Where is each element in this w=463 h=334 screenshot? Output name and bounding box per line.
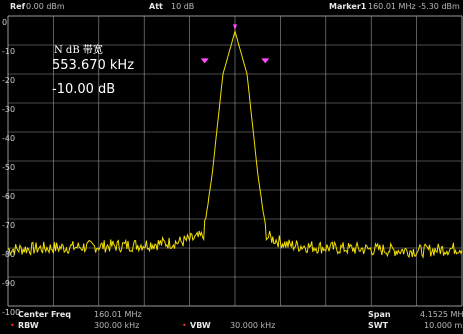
header-bar: Ref 0.00 dBm Att 10 dB Marker1 160.01 MH…	[0, 0, 463, 16]
span-label: Span	[368, 310, 391, 319]
marker-ndb-edge	[200, 58, 209, 64]
bandwidth-value: 553.670 kHz	[52, 58, 135, 73]
ref-label: Ref	[10, 2, 26, 11]
y-tick-label: -20	[2, 76, 16, 85]
swt-value: 10.000 ms	[424, 321, 463, 330]
y-tick-label: -40	[2, 134, 16, 143]
vbw-value: 30.000 kHz	[230, 321, 276, 330]
y-tick-label: -80	[2, 250, 16, 259]
center-freq-label: Center Freq	[18, 310, 72, 319]
att-label: Att	[149, 2, 163, 11]
y-tick-label: -50	[2, 163, 16, 172]
marker-peak	[233, 24, 237, 31]
marker-ndb-edge	[261, 58, 270, 64]
rbw-indicator-icon: •	[10, 321, 15, 330]
swt-label: SWT	[368, 321, 389, 330]
markers-group	[200, 24, 270, 64]
vbw-indicator-icon: •	[182, 321, 187, 330]
y-tick-label: -60	[2, 192, 16, 201]
grid	[7, 15, 463, 307]
y-tick-label: -90	[2, 279, 16, 288]
rbw-label: RBW	[18, 321, 39, 330]
ref-value: 0.00 dBm	[26, 2, 65, 11]
span-value: 4.1525 MHz	[420, 310, 463, 319]
y-tick-label: -100	[2, 308, 21, 317]
y-tick-label: -70	[2, 221, 16, 230]
y-tick-label: -10	[2, 47, 16, 56]
vbw-label: VBW	[190, 321, 211, 330]
att-value: 10 dB	[171, 2, 195, 11]
ndb-value: -10.00 dB	[52, 82, 116, 97]
rbw-value: 300.00 kHz	[94, 321, 140, 330]
spectrum-trace	[7, 29, 463, 259]
marker-value: 160.01 MHz -5.30 dBm	[368, 2, 460, 11]
center-freq-value: 160.01 MHz	[94, 310, 142, 319]
marker-label: Marker1	[329, 2, 367, 11]
ndb-title: N dB 带宽	[54, 45, 103, 56]
y-tick-label: 0	[2, 18, 8, 27]
y-tick-label: -30	[2, 105, 16, 114]
